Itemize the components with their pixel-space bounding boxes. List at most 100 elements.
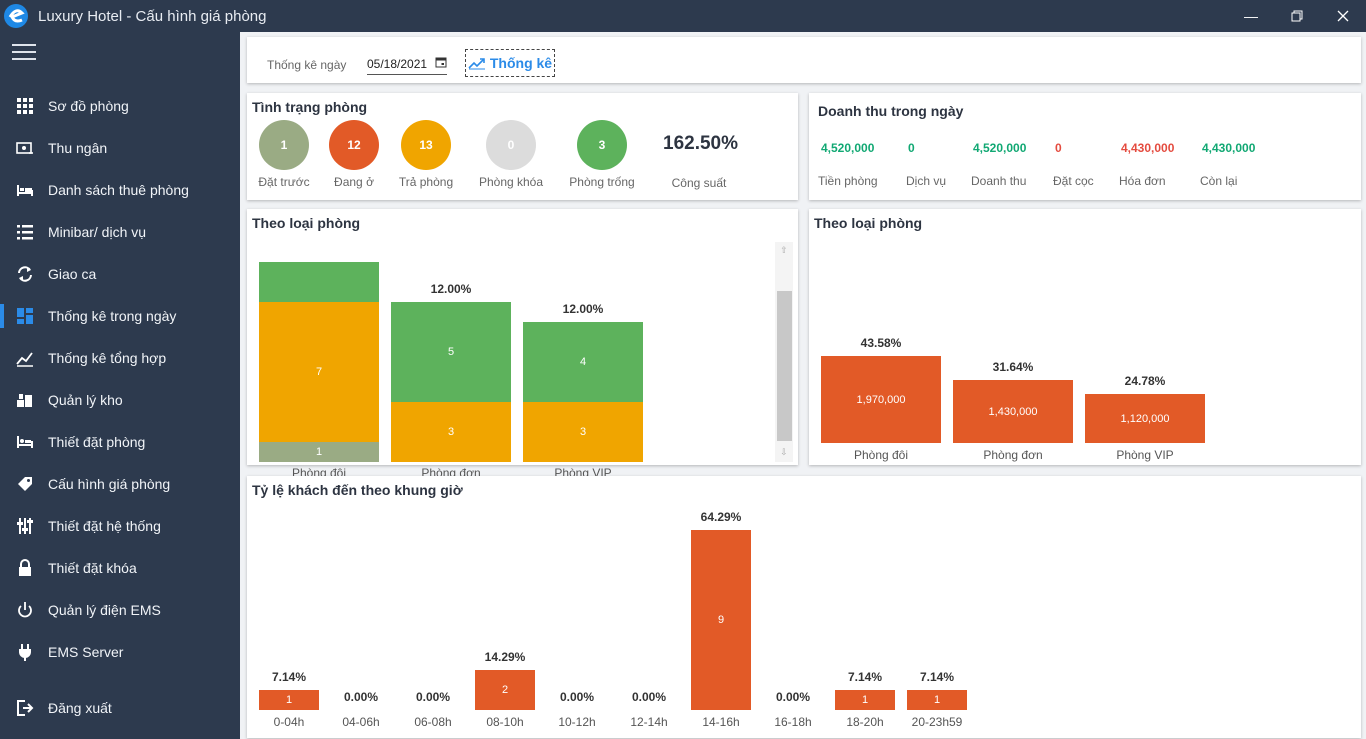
category-label: 08-10h <box>486 715 524 729</box>
sidebar: Sơ đồ phòng Thu ngân Danh sách thuê phòng M… <box>0 32 240 739</box>
revenue-label: Hóa đơn <box>1119 174 1166 188</box>
revenue-label: Còn lại <box>1200 174 1238 188</box>
revenue-value: 4,430,000 <box>1121 141 1175 155</box>
filter-panel: Thống kê ngày 05/18/2021 Thống kê <box>247 37 1361 83</box>
room-type-revenue-title: Theo loại phòng <box>814 215 923 231</box>
revenue-bar: 1,120,000 <box>1085 394 1205 443</box>
arrival-bar: 1 <box>907 690 967 710</box>
capacity-label: Công suất <box>671 176 727 190</box>
category-label: 16-18h <box>774 715 812 729</box>
stacked-bar-segment: 1 <box>259 442 379 462</box>
percent-label: 24.78% <box>1124 374 1166 388</box>
revenue-label: Dịch vụ <box>906 174 947 188</box>
hamburger-menu-icon[interactable] <box>12 44 36 64</box>
sidebar-item-label: Giao ca <box>48 266 97 282</box>
sidebar-item-2[interactable]: Danh sách thuê phòng <box>0 172 240 208</box>
sidebar-item-5[interactable]: Thống kê trong ngày <box>0 298 240 334</box>
room-status-circle: 3 <box>577 120 627 170</box>
power-icon <box>15 600 35 620</box>
sidebar-item-label: Quản lý điện EMS <box>48 602 161 618</box>
sidebar-item-0[interactable]: Sơ đồ phòng <box>0 88 240 124</box>
percent-label: 12.00% <box>430 282 472 296</box>
refresh-icon <box>15 264 35 284</box>
scroll-down-icon[interactable]: ⇩ <box>780 447 788 457</box>
sidebar-item-10[interactable]: Thiết đặt hệ thống <box>0 508 240 544</box>
room-status-circle: 13 <box>401 120 451 170</box>
tag-icon <box>15 474 35 494</box>
room-status-label: Phòng trống <box>569 175 635 189</box>
stacked-bar-segment <box>259 262 379 302</box>
sidebar-item-1[interactable]: Thu ngân <box>0 130 240 166</box>
stacked-bar-segment: 7 <box>259 302 379 442</box>
room-status-label: Đang ở <box>334 175 374 189</box>
percent-label: 31.64% <box>992 360 1034 374</box>
sidebar-item-3[interactable]: Minibar/ dịch vụ <box>0 214 240 250</box>
scroll-up-icon[interactable]: ⇧ <box>780 245 788 255</box>
stacked-bar-segment: 3 <box>391 402 511 462</box>
grid-icon <box>15 96 35 116</box>
category-label: 12-14h <box>630 715 668 729</box>
date-value: 05/18/2021 <box>367 56 428 71</box>
stacked-bar-segment: 5 <box>391 302 511 402</box>
sliders-icon <box>15 516 35 536</box>
percent-label: 0.00% <box>631 690 667 704</box>
warehouse-icon <box>15 390 35 410</box>
sidebar-item-8[interactable]: Thiết đặt phòng <box>0 424 240 460</box>
arrival-bar: 2 <box>475 670 535 710</box>
category-label: Phòng đơn <box>983 448 1043 462</box>
sidebar-item-4[interactable]: Giao ca <box>0 256 240 292</box>
category-label: 20-23h59 <box>911 715 963 729</box>
sidebar-item-label: Minibar/ dịch vụ <box>48 224 147 240</box>
list-icon <box>15 222 35 242</box>
percent-label: 64.29% <box>700 510 742 524</box>
capacity-value: 162.50% <box>663 133 739 154</box>
sidebar-item-7[interactable]: Quản lý kho <box>0 382 240 418</box>
room-type-count-title: Theo loại phòng <box>252 215 361 231</box>
minimize-icon[interactable]: — <box>1244 8 1258 24</box>
arrival-timeslot-title: Tỷ lệ khách đến theo khung giờ <box>252 482 463 498</box>
sidebar-item-11[interactable]: Thiết đặt khóa <box>0 550 240 586</box>
category-label: 04-06h <box>342 715 380 729</box>
statistics-button[interactable]: Thống kê <box>465 49 555 77</box>
stacked-bar-segment: 4 <box>523 322 643 402</box>
percent-label: 0.00% <box>775 690 811 704</box>
arrival-timeslot-panel: Tỷ lệ khách đến theo khung giờ 1 7.14% 0-0… <box>247 476 1361 738</box>
sidebar-item-label: Cấu hình giá phòng <box>48 476 171 492</box>
room-status-title: Tình trạng phòng <box>252 99 368 115</box>
revenue-label: Tiền phòng <box>818 174 878 188</box>
percent-label: 12.00% <box>562 302 604 316</box>
sidebar-item-13[interactable]: EMS Server <box>0 634 240 670</box>
sidebar-item-9[interactable]: Cấu hình giá phòng <box>0 466 240 502</box>
sidebar-item-14[interactable]: Đăng xuất <box>0 690 240 726</box>
room-status-label: Trả phòng <box>398 175 454 189</box>
date-input[interactable]: 05/18/2021 <box>367 53 447 75</box>
sidebar-item-label: Danh sách thuê phòng <box>48 182 189 198</box>
sidebar-item-12[interactable]: Quản lý điện EMS <box>0 592 240 628</box>
revenue-title: Doanh thu trong ngày <box>818 103 964 119</box>
sidebar-item-label: Sơ đồ phòng <box>48 98 129 114</box>
sidebar-item-label: Quản lý kho <box>48 392 123 408</box>
sidebar-item-label: EMS Server <box>48 644 124 660</box>
room-status-circle: 1 <box>259 120 309 170</box>
plug-icon <box>15 642 35 662</box>
category-label: 18-20h <box>846 715 884 729</box>
category-label: 14-16h <box>702 715 740 729</box>
cash-icon <box>15 138 35 158</box>
arrival-bar: 1 <box>835 690 895 710</box>
chart-trend-icon <box>468 56 486 70</box>
room-status-panel: Tình trạng phòng 1 Đặt trước 12 Đang ở 13 Trả… <box>247 93 798 200</box>
close-icon[interactable] <box>1320 0 1366 32</box>
restore-icon[interactable] <box>1274 0 1320 32</box>
arrival-bar: 1 <box>259 690 319 710</box>
category-label: 06-08h <box>414 715 452 729</box>
percent-label: 43.58% <box>860 336 902 350</box>
calendar-icon[interactable] <box>435 56 447 71</box>
scrollbar-thumb[interactable] <box>777 291 792 441</box>
percent-label: 0.00% <box>415 690 451 704</box>
sidebar-item-6[interactable]: Thống kê tổng hợp <box>0 340 240 376</box>
percent-label: 7.14% <box>919 670 955 684</box>
title-bar: Luxury Hotel - Cấu hình giá phòng — <box>0 0 1366 32</box>
percent-label: 7.14% <box>271 670 307 684</box>
revenue-label: Doanh thu <box>971 174 1027 188</box>
sidebar-item-label: Thống kê trong ngày <box>48 308 177 324</box>
